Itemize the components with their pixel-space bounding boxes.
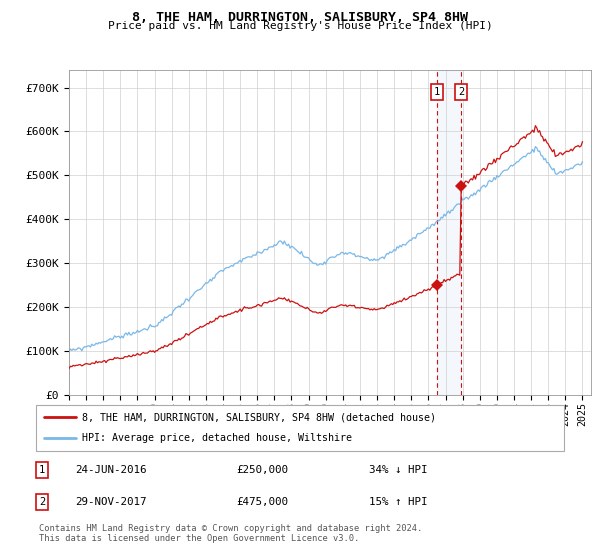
Text: 34% ↓ HPI: 34% ↓ HPI (368, 465, 427, 475)
Text: 2: 2 (458, 87, 464, 97)
FancyBboxPatch shape (36, 405, 564, 451)
Text: 2: 2 (39, 497, 46, 507)
Text: Price paid vs. HM Land Registry's House Price Index (HPI): Price paid vs. HM Land Registry's House … (107, 21, 493, 31)
Text: 24-JUN-2016: 24-JUN-2016 (76, 465, 147, 475)
Text: £250,000: £250,000 (236, 465, 289, 475)
Bar (437, 70, 461, 395)
Text: 1: 1 (39, 465, 46, 475)
Text: 1: 1 (433, 87, 440, 97)
Text: 15% ↑ HPI: 15% ↑ HPI (368, 497, 427, 507)
Text: HPI: Average price, detached house, Wiltshire: HPI: Average price, detached house, Wilt… (82, 433, 352, 444)
Text: £475,000: £475,000 (236, 497, 289, 507)
Text: 8, THE HAM, DURRINGTON, SALISBURY, SP4 8HW: 8, THE HAM, DURRINGTON, SALISBURY, SP4 8… (132, 11, 468, 24)
Text: Contains HM Land Registry data © Crown copyright and database right 2024.
This d: Contains HM Land Registry data © Crown c… (39, 524, 422, 543)
Text: 29-NOV-2017: 29-NOV-2017 (76, 497, 147, 507)
Text: 8, THE HAM, DURRINGTON, SALISBURY, SP4 8HW (detached house): 8, THE HAM, DURRINGTON, SALISBURY, SP4 8… (82, 412, 436, 422)
